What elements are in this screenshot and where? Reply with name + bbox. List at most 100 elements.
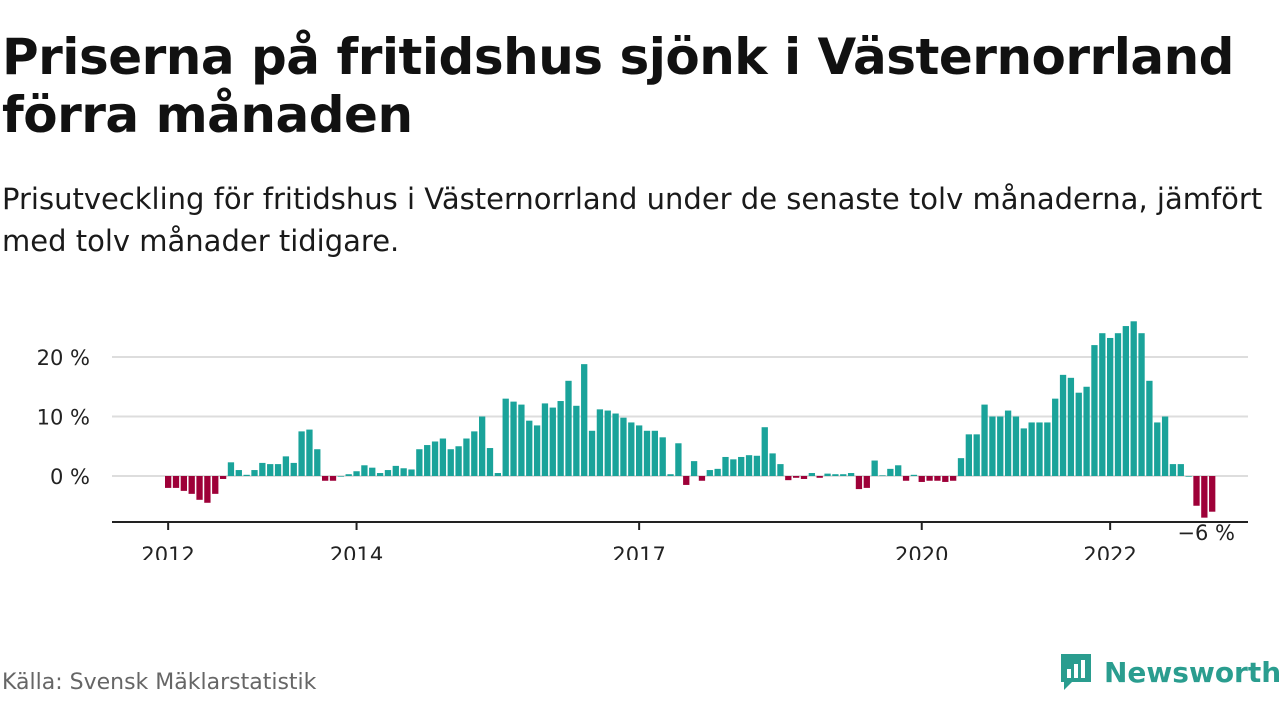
bar (588, 430, 596, 476)
bar (1185, 476, 1192, 477)
bar (942, 476, 949, 482)
bar (1052, 398, 1059, 476)
bar (785, 476, 792, 481)
bar (596, 409, 604, 476)
bar (471, 431, 478, 476)
y-tick-label: 10 % (37, 406, 90, 430)
bar (651, 430, 658, 476)
bar (1036, 422, 1043, 476)
bar (832, 474, 839, 476)
bar (769, 453, 776, 476)
bar (196, 476, 203, 500)
last-value-annotation: −6 % (1177, 521, 1235, 545)
bar-chart-logo-icon (1061, 654, 1091, 690)
bar (1107, 337, 1114, 476)
bar (698, 476, 706, 481)
bar (1083, 386, 1090, 476)
bar (180, 476, 187, 491)
bar (204, 476, 211, 503)
bar (329, 476, 337, 481)
x-tick-label: 2020 (895, 543, 948, 560)
bar (502, 398, 509, 476)
chart-title: Priserna på fritidshus sjönk i Västernor… (2, 28, 1234, 144)
bar (1193, 476, 1200, 506)
bar (392, 465, 399, 476)
bar (227, 462, 235, 476)
bar (219, 476, 227, 479)
bar (463, 438, 470, 476)
bar (981, 404, 988, 476)
bar (989, 416, 996, 476)
bar (376, 473, 384, 476)
bar (1169, 464, 1177, 476)
bar (384, 470, 392, 476)
bar (1146, 380, 1153, 476)
bar (918, 476, 925, 482)
bar (659, 437, 666, 476)
chart-subtitle: Prisutveckling för fritidshus i Västerno… (2, 182, 1263, 258)
bar (667, 474, 674, 476)
bar (1075, 392, 1082, 476)
bar (793, 476, 800, 478)
bar (188, 476, 195, 494)
bar (282, 456, 290, 476)
bar (1099, 333, 1106, 476)
bar (1028, 422, 1035, 476)
bar (690, 461, 698, 476)
bar (314, 449, 321, 476)
bar (251, 470, 258, 476)
bar (910, 474, 918, 476)
bar (165, 476, 172, 488)
bar (416, 449, 423, 476)
bar (683, 476, 690, 485)
bar (777, 464, 784, 476)
bar (573, 405, 580, 476)
bar (290, 462, 297, 476)
x-tick-label: 2022 (1083, 543, 1136, 560)
bar (479, 416, 486, 476)
bar (847, 473, 855, 476)
bar (408, 469, 415, 476)
bar (965, 434, 972, 476)
bar (267, 464, 274, 476)
bar-chart: 0 % 10 % 20 % 2012 2014 2017 2020 2022 −6 % (37, 321, 1248, 560)
bar (840, 474, 847, 476)
bar (510, 401, 517, 476)
source-note: Källa: Svensk Mäklarstatistik (2, 670, 317, 695)
bar (636, 425, 643, 476)
bar (259, 462, 266, 476)
bar (997, 416, 1004, 476)
y-tick-label: 20 % (37, 346, 90, 370)
bar (322, 476, 329, 481)
bar (1122, 326, 1129, 476)
bar (926, 476, 933, 481)
bar (345, 474, 352, 476)
bar (808, 473, 815, 476)
bar (541, 403, 549, 476)
bar (612, 413, 619, 476)
bar (447, 449, 454, 476)
bar (1020, 428, 1027, 476)
bar (675, 443, 682, 476)
bar (957, 458, 965, 476)
bar (1114, 333, 1122, 476)
bar (1161, 416, 1169, 476)
bar (643, 430, 651, 476)
newsworthy-logo: Newsworthy (1058, 652, 1280, 692)
bar (745, 455, 753, 476)
bar (1004, 410, 1012, 476)
bar (353, 471, 360, 476)
bar (212, 476, 219, 494)
bar (1177, 464, 1184, 476)
x-tick-label: 2012 (141, 543, 194, 560)
bar (361, 465, 368, 476)
bar (628, 422, 635, 476)
bar (730, 459, 737, 476)
bar (620, 417, 627, 476)
bar (400, 468, 407, 476)
bar (604, 410, 611, 476)
bar (706, 470, 713, 476)
bar (565, 380, 572, 476)
bar (518, 404, 525, 476)
bar (824, 473, 831, 476)
